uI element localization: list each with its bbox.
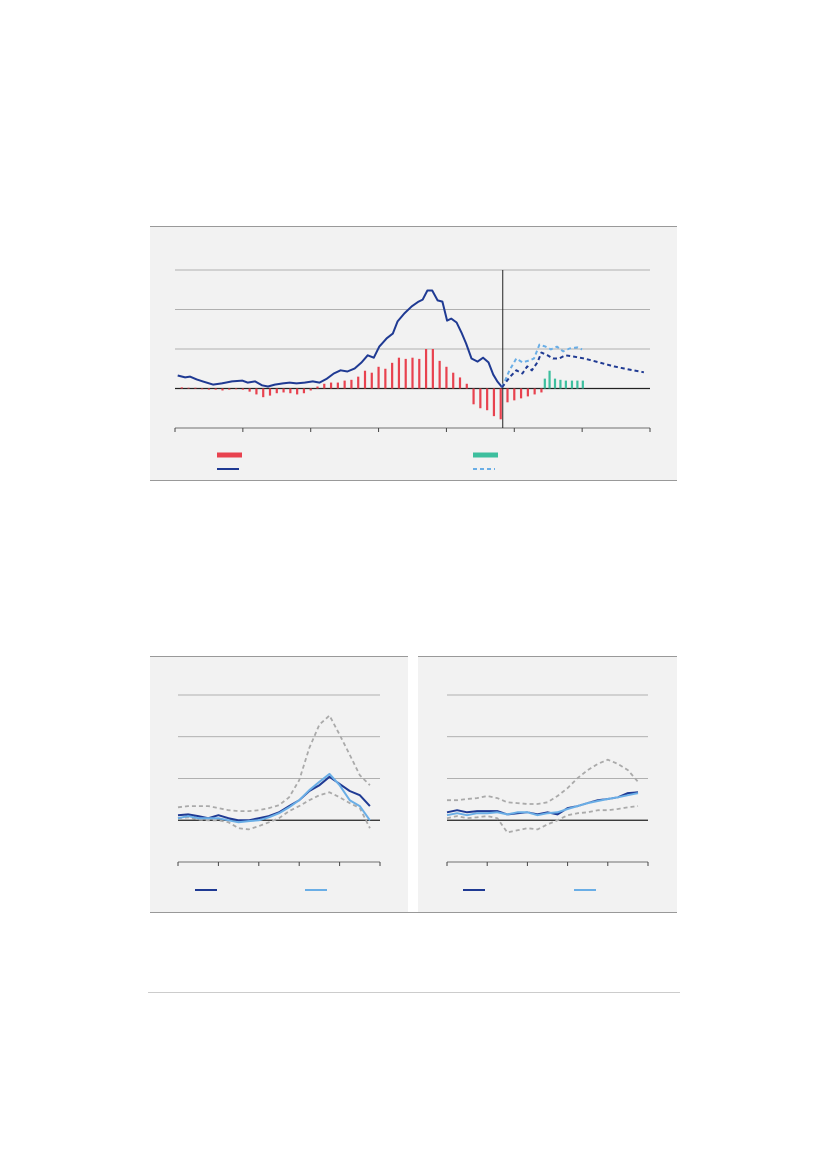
panel xyxy=(150,226,677,480)
bar xyxy=(343,380,346,389)
panel xyxy=(150,656,408,912)
bar xyxy=(418,358,421,389)
bar xyxy=(499,388,502,420)
line xyxy=(177,289,503,388)
line xyxy=(447,758,639,805)
legend-swatch xyxy=(217,452,242,458)
bar xyxy=(316,386,319,389)
bar xyxy=(576,380,579,389)
bar xyxy=(296,388,299,395)
bar xyxy=(540,388,543,393)
line xyxy=(177,791,371,831)
bar xyxy=(234,388,238,390)
bar xyxy=(201,388,204,390)
bar xyxy=(282,388,285,393)
bar xyxy=(564,380,567,389)
bar xyxy=(570,380,574,389)
bar xyxy=(275,388,278,394)
bar xyxy=(228,388,231,390)
bar xyxy=(492,388,496,417)
bar xyxy=(207,388,211,390)
bar xyxy=(329,382,333,389)
bar xyxy=(452,372,455,389)
bar xyxy=(363,370,367,389)
bar xyxy=(384,368,387,389)
line xyxy=(446,792,639,817)
bar xyxy=(559,379,562,389)
bar xyxy=(465,383,468,389)
bar xyxy=(581,380,584,389)
bar xyxy=(241,388,244,390)
bar xyxy=(404,358,407,389)
bar xyxy=(519,388,523,399)
line xyxy=(446,805,639,834)
bar xyxy=(553,378,557,389)
bar xyxy=(438,360,441,389)
line xyxy=(177,772,371,824)
bar xyxy=(248,388,251,392)
bar xyxy=(255,388,258,395)
bar xyxy=(370,372,373,389)
bar xyxy=(431,349,434,389)
panel xyxy=(418,656,677,912)
legend-swatch xyxy=(473,452,498,458)
bar xyxy=(526,388,529,397)
bar xyxy=(180,387,183,389)
bar xyxy=(397,357,401,389)
bar xyxy=(323,383,326,389)
bar xyxy=(221,388,224,391)
bar xyxy=(479,388,482,409)
bar xyxy=(262,388,265,398)
bar xyxy=(391,362,394,389)
bar xyxy=(350,379,353,389)
bar xyxy=(445,366,448,389)
line xyxy=(501,343,583,388)
bar xyxy=(187,387,190,389)
bar xyxy=(458,377,462,389)
bar xyxy=(506,388,509,403)
bar xyxy=(302,388,306,394)
bar xyxy=(424,349,428,389)
bar xyxy=(411,357,414,389)
bar xyxy=(377,366,380,389)
bar xyxy=(472,388,475,405)
line xyxy=(177,714,371,812)
bar xyxy=(214,388,217,390)
bar xyxy=(533,388,536,395)
bar xyxy=(194,387,197,389)
bar xyxy=(513,388,516,401)
bar xyxy=(357,376,360,389)
bar xyxy=(309,388,312,391)
bar xyxy=(543,378,546,389)
bar xyxy=(336,382,339,389)
bar xyxy=(548,370,551,389)
bar xyxy=(289,388,292,394)
bar xyxy=(486,388,489,411)
bar xyxy=(268,388,272,396)
line xyxy=(501,351,645,388)
